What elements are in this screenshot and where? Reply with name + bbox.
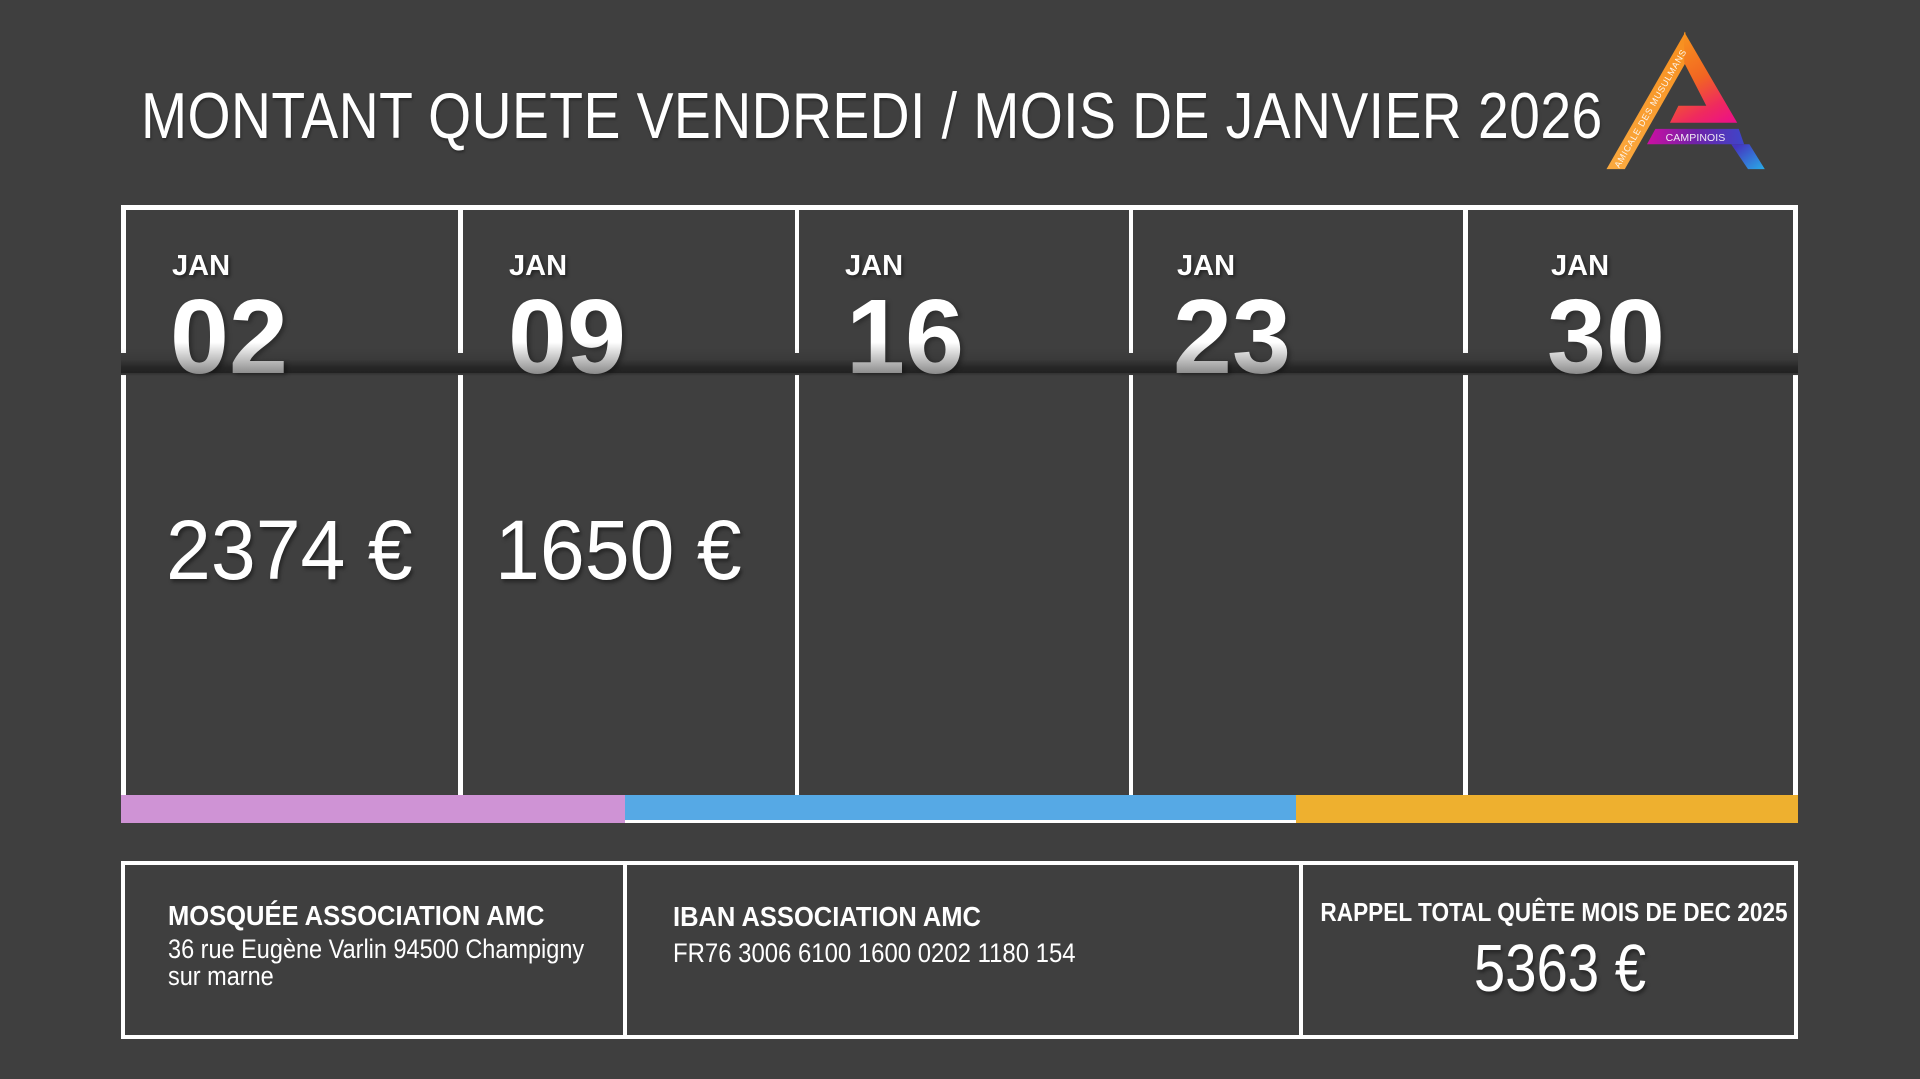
svg-text:CAMPINOIS: CAMPINOIS [1666, 132, 1726, 144]
